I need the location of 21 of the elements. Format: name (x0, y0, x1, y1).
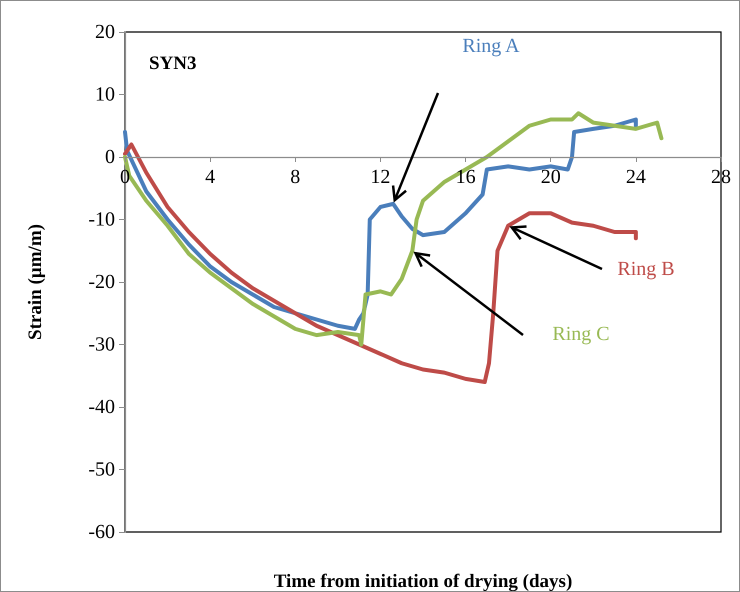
text: SYN3 (149, 53, 197, 74)
x-tick-label: 24 (626, 166, 646, 188)
y-tick-label: -10 (88, 208, 115, 230)
text: Ring A (462, 35, 520, 57)
x-tick-label: 20 (540, 166, 561, 188)
x-tick-label: 4 (205, 166, 216, 188)
x-tick-label: 12 (370, 166, 390, 188)
y-tick-label: 20 (95, 21, 115, 43)
y-tick-label: 0 (105, 146, 115, 168)
y-tick-label: -30 (88, 334, 115, 356)
y-tick-label: -50 (88, 458, 115, 480)
series-label: Ring B (617, 258, 675, 280)
y-tick-label: -60 (88, 521, 115, 543)
y-tick-label: -40 (88, 396, 115, 418)
y-axis-title: Strain (µm/m) (25, 224, 46, 340)
x-tick-label: 16 (456, 166, 476, 188)
text: Ring C (552, 323, 610, 345)
x-tick-label: 8 (290, 166, 300, 188)
x-axis-title: Time from initiation of drying (days) (274, 571, 572, 592)
y-tick-label: -20 (88, 271, 115, 293)
y-tick-label: 10 (95, 84, 115, 106)
